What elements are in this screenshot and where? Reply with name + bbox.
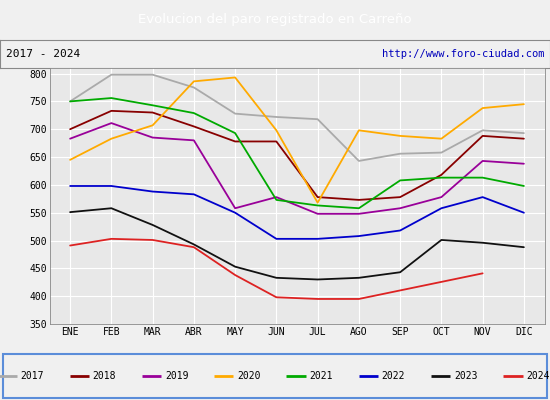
Text: 2017 - 2024: 2017 - 2024 (6, 49, 80, 59)
Text: http://www.foro-ciudad.com: http://www.foro-ciudad.com (382, 49, 544, 59)
Text: 2022: 2022 (382, 371, 405, 381)
Text: 2020: 2020 (237, 371, 261, 381)
Text: 2021: 2021 (310, 371, 333, 381)
Text: 2024: 2024 (526, 371, 550, 381)
Text: Evolucion del paro registrado en Carreño: Evolucion del paro registrado en Carreño (138, 14, 412, 26)
Text: 2018: 2018 (92, 371, 116, 381)
Text: 2019: 2019 (165, 371, 189, 381)
Text: 2023: 2023 (454, 371, 477, 381)
Text: 2017: 2017 (20, 371, 44, 381)
